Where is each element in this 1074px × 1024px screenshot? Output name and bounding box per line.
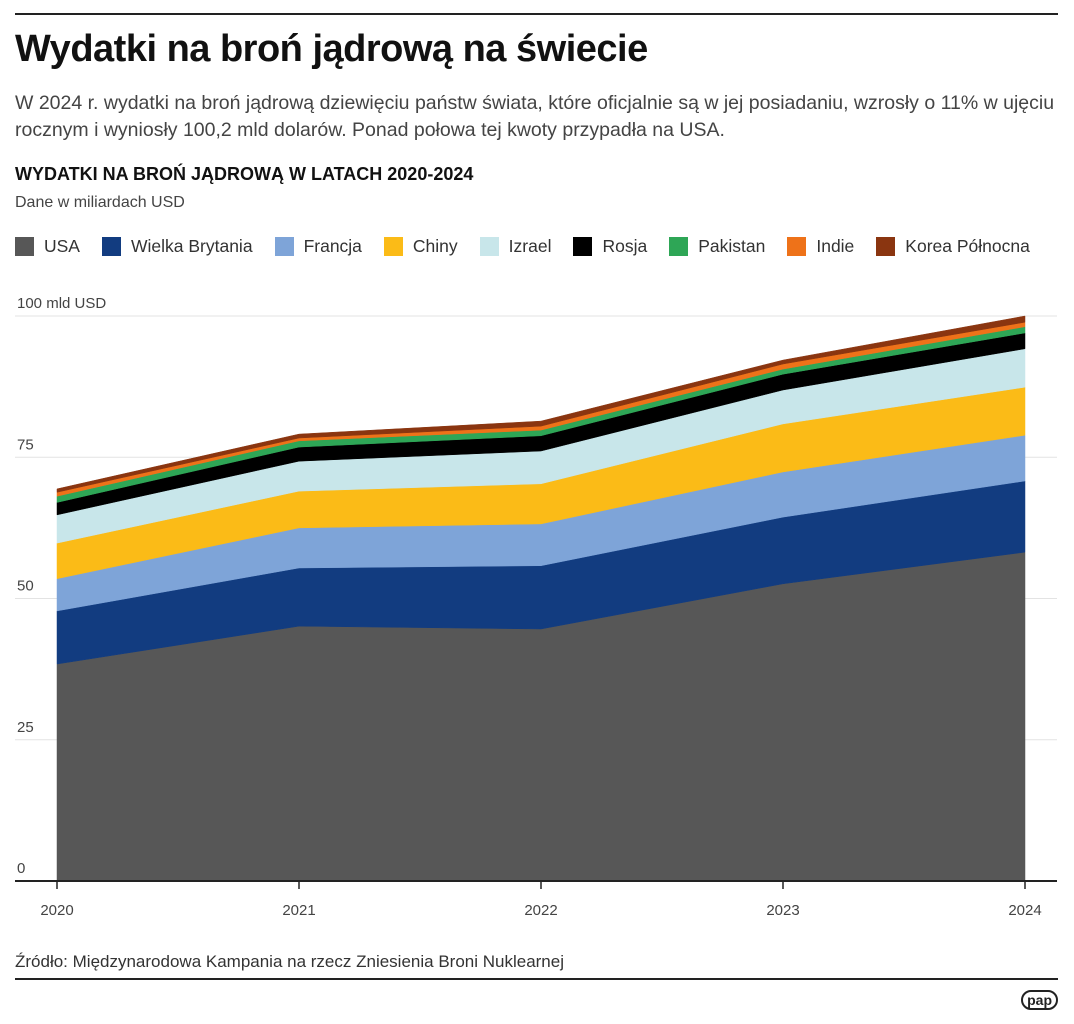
legend-item: Francja <box>274 236 362 257</box>
y-tick-label: 0 <box>17 860 25 877</box>
x-tick-label: 2022 <box>524 902 557 919</box>
legend-item: USA <box>15 236 80 257</box>
legend: USA Wielka Brytania Francja Chiny Izrael Rosj… <box>15 236 1052 257</box>
source-note: Źródło: Międzynarodowa Kampania na rzecz… <box>15 952 564 971</box>
legend-label: Wielka Brytania <box>130 236 253 256</box>
chart-title: WYDATKI NA BROŃ JĄDROWĄ W LATACH 2020-20… <box>15 164 474 184</box>
chart-unit-label: Dane w miliardach USD <box>15 194 185 211</box>
legend-swatch <box>15 237 34 256</box>
legend-swatch <box>787 237 807 256</box>
legend-label: Pakistan <box>698 236 766 256</box>
x-tick-label: 2023 <box>766 902 799 919</box>
x-tick-label: 2024 <box>1008 902 1041 919</box>
legend-item: Pakistan <box>669 236 765 257</box>
top-rule <box>15 13 1058 15</box>
legend-label: USA <box>44 236 80 256</box>
legend-swatch <box>573 237 593 256</box>
pap-logo: pap <box>1021 990 1058 1010</box>
legend-item: Korea Północna <box>876 236 1030 257</box>
legend-swatch <box>274 237 294 256</box>
y-tick-label: 100 mld USD <box>17 295 106 312</box>
area-korea-północna <box>56 315 1026 493</box>
legend-item: Izrael <box>479 236 552 257</box>
legend-swatch <box>101 237 121 256</box>
y-tick-label: 75 <box>17 436 34 453</box>
legend-label: Rosja <box>602 236 648 256</box>
legend-swatch <box>479 237 499 256</box>
page-title: Wydatki na broń jądrową na świecie <box>15 28 648 70</box>
legend-label: Francja <box>303 236 362 256</box>
legend-swatch <box>876 237 896 256</box>
legend-item: Indie <box>787 236 854 257</box>
legend-label: Korea Północna <box>905 236 1030 256</box>
legend-item: Rosja <box>573 236 647 257</box>
legend-swatch <box>669 237 689 256</box>
legend-swatch <box>383 237 403 256</box>
legend-item: Wielka Brytania <box>101 236 253 257</box>
legend-label: Indie <box>816 236 855 256</box>
y-tick-label: 25 <box>17 719 34 736</box>
y-tick-label: 50 <box>17 578 34 595</box>
subtitle: W 2024 r. wydatki na broń jądrową dziewi… <box>15 92 1055 141</box>
legend-label: Chiny <box>412 236 458 256</box>
legend-label: Izrael <box>508 236 552 256</box>
legend-item: Chiny <box>383 236 458 257</box>
x-tick-label: 2021 <box>282 902 315 919</box>
bottom-rule <box>15 978 1058 980</box>
x-tick-label: 2020 <box>40 902 73 919</box>
